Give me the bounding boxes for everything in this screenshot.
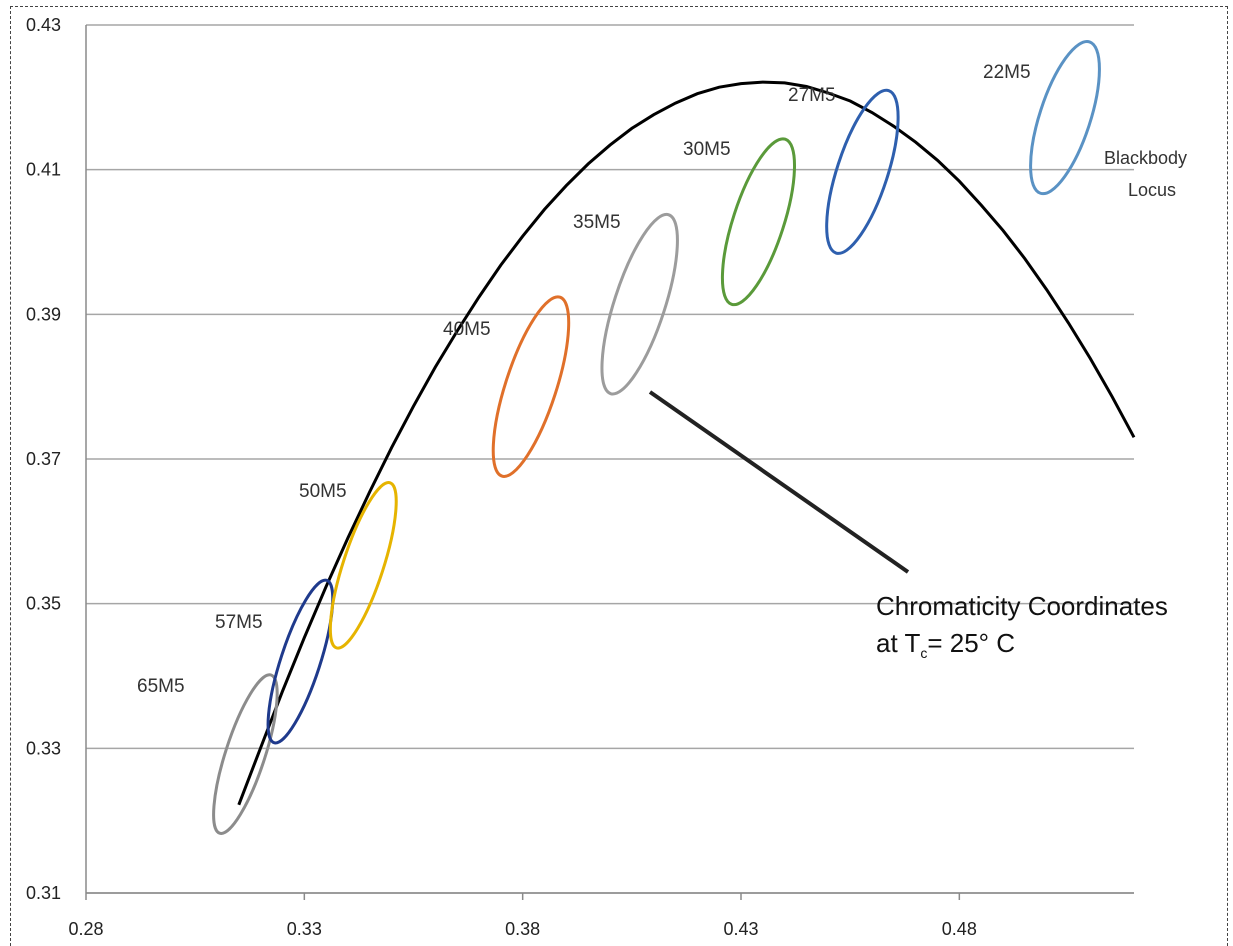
y-tick-label: 0.33 [26, 738, 61, 758]
locus-label-line2: Locus [1128, 180, 1176, 200]
y-tick-label: 0.41 [26, 160, 61, 180]
x-tick-label: 0.33 [287, 919, 322, 939]
ellipse-50m5 [328, 481, 398, 650]
y-tick-label: 0.31 [26, 883, 61, 903]
ellipse-30m5 [720, 137, 797, 307]
x-tick-label: 0.38 [505, 919, 540, 939]
ellipse-label-22m5: 22M5 [983, 62, 1031, 83]
ellipse-label-57m5: 57M5 [215, 612, 263, 633]
ellipse-27m5 [825, 88, 900, 255]
ellipse-65m5 [212, 673, 279, 835]
y-tick-label: 0.37 [26, 449, 61, 469]
ellipse-57m5 [266, 578, 335, 745]
blackbody-locus-line [237, 80, 1136, 806]
chart-frame [10, 6, 1228, 946]
tick-labels: 0.43 0.41 0.39 0.37 0.35 0.33 0.31 0.28 0.33 0.38… [26, 15, 977, 939]
annotation-line1: Chromaticity Coordinates [876, 591, 1168, 621]
x-tick-label: 0.28 [68, 919, 103, 939]
y-tick-label: 0.39 [26, 304, 61, 324]
locus-label: Blackbody Locus [1104, 148, 1187, 200]
ellipse-label-40m5: 40M5 [443, 319, 491, 340]
blackbody-locus: Blackbody Locus [237, 80, 1187, 806]
y-tick-label: 0.35 [26, 594, 61, 614]
ellipse-35m5 [600, 212, 679, 396]
ellipses: 65M5 57M5 50M5 40M5 35M5 30M5 27M5 22M5 [137, 40, 1101, 835]
x-tick-label: 0.43 [723, 919, 758, 939]
ellipse-22m5 [1029, 40, 1101, 196]
ellipse-label-35m5: 35M5 [573, 212, 621, 233]
ellipse-40m5 [491, 295, 571, 478]
y-tick-label: 0.43 [26, 15, 61, 35]
ellipse-label-50m5: 50M5 [299, 481, 347, 502]
annotation-line2: at Tc= 25° C [876, 628, 1015, 661]
ellipse-label-65m5: 65M5 [137, 676, 185, 697]
x-tick-label: 0.48 [942, 919, 977, 939]
annotation-pointer [648, 390, 910, 574]
ellipse-label-30m5: 30M5 [683, 139, 731, 160]
gridlines [86, 24, 1134, 894]
ellipse-label-27m5: 27M5 [788, 85, 836, 106]
annotation: Chromaticity Coordinates at Tc= 25° C [648, 390, 1168, 661]
locus-label-line1: Blackbody [1104, 148, 1187, 168]
axes [85, 25, 1134, 900]
